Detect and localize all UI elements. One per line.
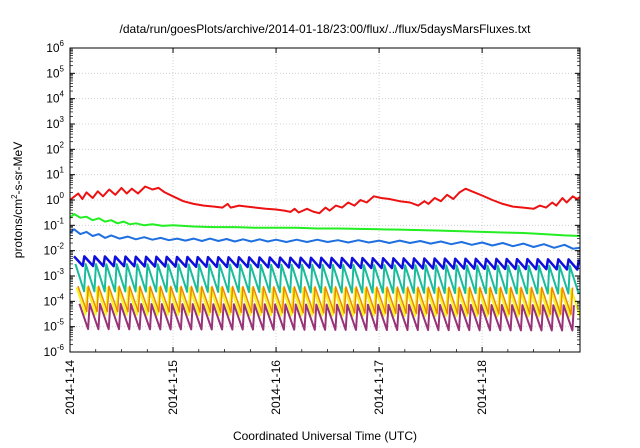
series-group — [70, 185, 580, 332]
y-tick-label-exponent: 6 — [60, 39, 65, 48]
y-tick-label: 10-2 — [44, 242, 65, 258]
y-tick-label: 103 — [46, 115, 64, 131]
y-axis-ticks: 10-610-510-410-310-210-11001011021031041… — [44, 39, 580, 359]
y-tick-label-exponent: 4 — [60, 90, 65, 99]
y-tick-label-exponent: -5 — [57, 318, 65, 327]
y-tick-label-base: 10 — [46, 41, 60, 55]
chart-title: /data/run/goesPlots/archive/2014-01-18/2… — [120, 22, 532, 36]
x-axis-label: Coordinated Universal Time (UTC) — [233, 429, 417, 443]
y-tick-label: 105 — [46, 64, 64, 80]
x-axis-ticks: 2014-1-14 2014-1-15 2014-1-16 2014-1-17 2014… — [63, 48, 560, 415]
y-tick-label-exponent: -2 — [57, 242, 65, 251]
series-line — [77, 285, 574, 316]
series-line — [70, 185, 580, 215]
y-tick-label: 10-3 — [44, 267, 65, 283]
y-tick-label-base: 10 — [46, 66, 60, 80]
x-tick-label: 2014-1-17 — [372, 360, 386, 415]
y-tick-label-base: 10 — [46, 142, 60, 156]
y-tick-label-base: 10 — [44, 345, 58, 359]
y-tick-label-base: 10 — [46, 117, 60, 131]
y-tick-label: 106 — [46, 39, 64, 55]
y-tick-label-exponent: -4 — [57, 292, 65, 301]
y-axis-label-superscript: 2 — [10, 194, 19, 199]
y-tick-label-exponent: -6 — [57, 343, 65, 352]
y-tick-label: 104 — [46, 90, 64, 106]
y-tick-label: 10-6 — [44, 343, 65, 359]
y-tick-label-base: 10 — [44, 294, 58, 308]
y-tick-label-exponent: 1 — [60, 166, 65, 175]
y-tick-label: 10-4 — [44, 292, 65, 308]
y-tick-label-exponent: 5 — [60, 64, 65, 73]
y-tick-label-base: 10 — [46, 168, 60, 182]
y-tick-label: 100 — [46, 191, 64, 207]
y-tick-label-exponent: -1 — [57, 216, 65, 225]
x-tick-label: 2014-1-16 — [269, 360, 283, 415]
y-tick-label-base: 10 — [46, 92, 60, 106]
x-tick-label: 2014-1-15 — [166, 360, 180, 415]
y-axis-label-rest: -s-sr-MeV — [11, 142, 25, 195]
y-tick-label: 10-5 — [44, 318, 65, 334]
y-tick-label: 10-1 — [44, 216, 65, 232]
y-tick-label-base: 10 — [44, 244, 58, 258]
y-tick-label-exponent: 0 — [60, 191, 65, 200]
y-tick-label: 101 — [46, 166, 64, 182]
y-tick-label: 102 — [46, 140, 64, 156]
series-line — [70, 213, 580, 237]
series-line — [78, 302, 575, 332]
y-tick-label-base: 10 — [44, 269, 58, 283]
y-tick-label-exponent: -3 — [57, 267, 65, 276]
x-tick-label: 2014-1-14 — [63, 360, 77, 415]
series-line — [73, 255, 580, 271]
y-tick-label-base: 10 — [44, 218, 58, 232]
y-axis-label: protons/cm2-s-sr-MeV — [10, 142, 25, 258]
y-tick-label-exponent: 2 — [60, 140, 65, 149]
y-tick-label-base: 10 — [46, 193, 60, 207]
y-tick-label-base: 10 — [44, 320, 58, 334]
x-tick-label: 2014-1-18 — [475, 360, 489, 415]
series-line — [70, 228, 580, 250]
y-axis-label-base: protons/cm — [11, 199, 25, 258]
y-tick-label-exponent: 3 — [60, 115, 65, 124]
series-line — [74, 263, 580, 295]
